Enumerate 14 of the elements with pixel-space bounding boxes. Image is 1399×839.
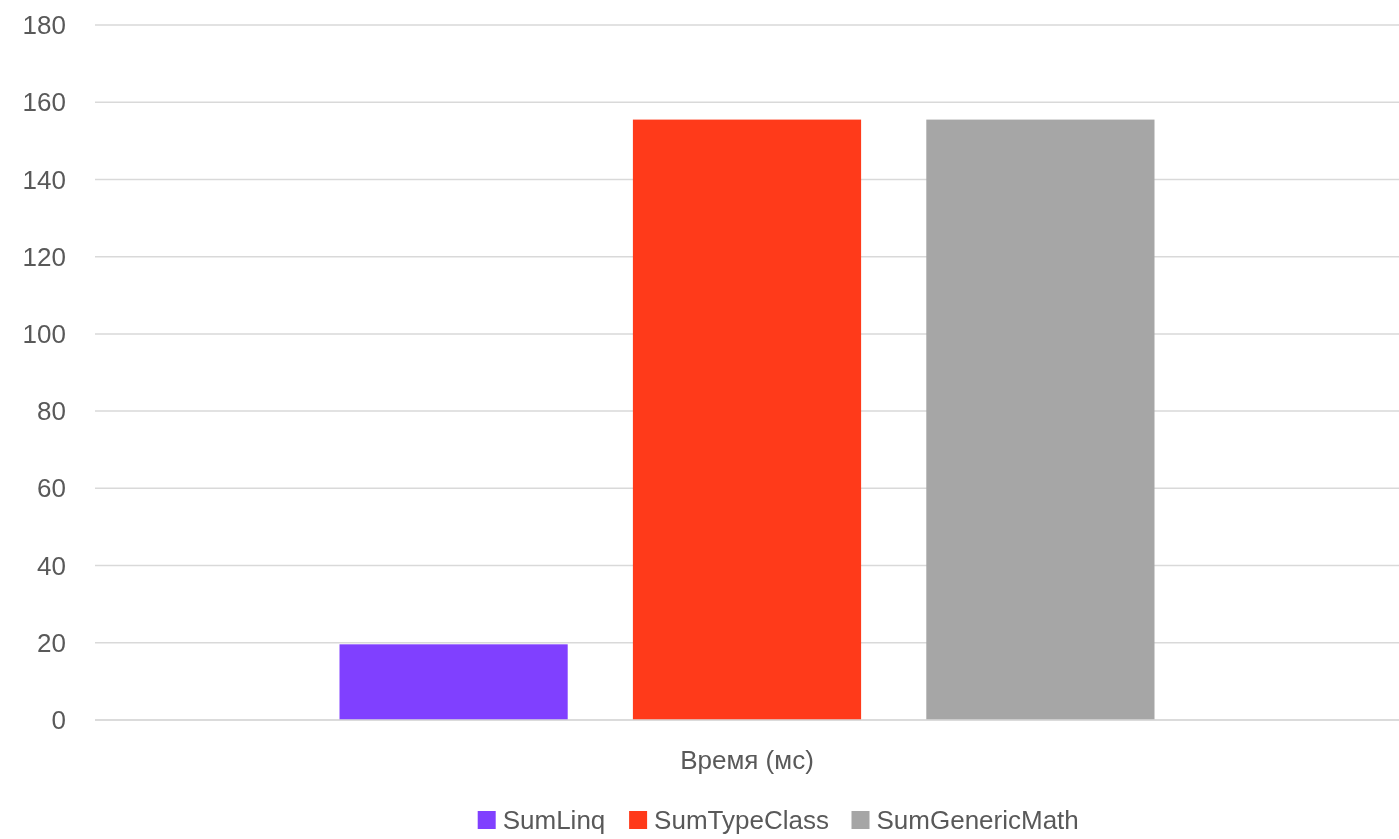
y-tick-label: 80 bbox=[37, 396, 66, 427]
y-tick-label: 180 bbox=[22, 10, 66, 41]
legend-label: SumTypeClass bbox=[654, 805, 829, 836]
legend-label: SumGenericMath bbox=[876, 805, 1079, 836]
y-tick-label: 40 bbox=[37, 550, 66, 581]
x-tick-label: Время (мс) bbox=[680, 745, 814, 776]
y-tick-label: 160 bbox=[22, 87, 66, 118]
y-tick-label: 20 bbox=[37, 627, 66, 658]
y-tick-label: 60 bbox=[37, 473, 66, 504]
y-tick-label: 100 bbox=[22, 318, 66, 349]
legend-label: SumLinq bbox=[502, 805, 606, 836]
y-tick-label: 120 bbox=[22, 241, 66, 272]
y-tick-label: 140 bbox=[22, 164, 66, 195]
y-tick-label: 0 bbox=[51, 705, 66, 736]
